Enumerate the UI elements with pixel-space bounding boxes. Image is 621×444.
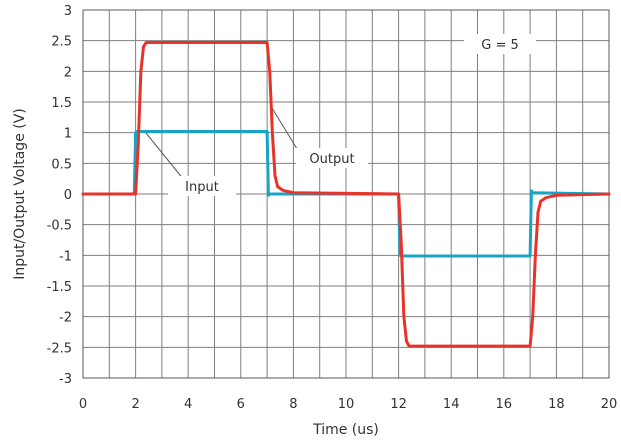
- x-tick-label: 0: [79, 397, 87, 412]
- y-tick-label: -2: [59, 311, 72, 326]
- y-tick-label: 2: [64, 65, 72, 80]
- y-tick-label: -0.5: [47, 219, 72, 234]
- x-tick-label: 4: [184, 397, 192, 412]
- y-tick-label: 0.5: [51, 157, 72, 172]
- x-tick-label: 12: [390, 397, 407, 412]
- x-tick-label: 18: [548, 397, 565, 412]
- input-leader-line: [145, 132, 185, 181]
- output-label: Output: [309, 152, 354, 167]
- x-tick-label: 8: [289, 397, 297, 412]
- y-tick-label: -3: [59, 372, 72, 387]
- y-tick-label: -1: [59, 249, 72, 264]
- y-tick-label: 1.5: [51, 96, 72, 111]
- y-tick-label: 3: [64, 4, 72, 19]
- y-tick-label: 1: [64, 127, 72, 142]
- x-tick-label: 2: [131, 397, 139, 412]
- series-line-output: [81, 41, 611, 348]
- y-tick-label: 2.5: [51, 35, 72, 50]
- y-tick-label: -2.5: [47, 341, 72, 356]
- y-tick-labels: 3 2.5 2 1.5 1 0.5 0 -0.5 -1 -1.5 -2 -2.5 -3: [47, 4, 72, 387]
- y-tick-label: -1.5: [47, 280, 72, 295]
- input-label-bg: [168, 176, 236, 196]
- x-tick-label: 20: [601, 397, 618, 412]
- gain-label: G = 5: [481, 38, 519, 53]
- y-axis-label: Input/Output Voltage (V): [12, 108, 28, 280]
- series-layer: [81, 41, 611, 348]
- x-tick-label: 16: [496, 397, 513, 412]
- x-axis-label: Time (us): [312, 422, 379, 438]
- gain-label-bg: [464, 34, 536, 54]
- x-tick-labels: 0 2 4 6 8 10 12 14 16 18 20: [79, 397, 617, 412]
- x-tick-label: 6: [237, 397, 245, 412]
- input-label: Input: [185, 180, 219, 195]
- output-label-bg: [296, 148, 368, 168]
- y-tick-label: 0: [64, 188, 72, 203]
- x-tick-label: 14: [443, 397, 460, 412]
- x-tick-label: 10: [338, 397, 355, 412]
